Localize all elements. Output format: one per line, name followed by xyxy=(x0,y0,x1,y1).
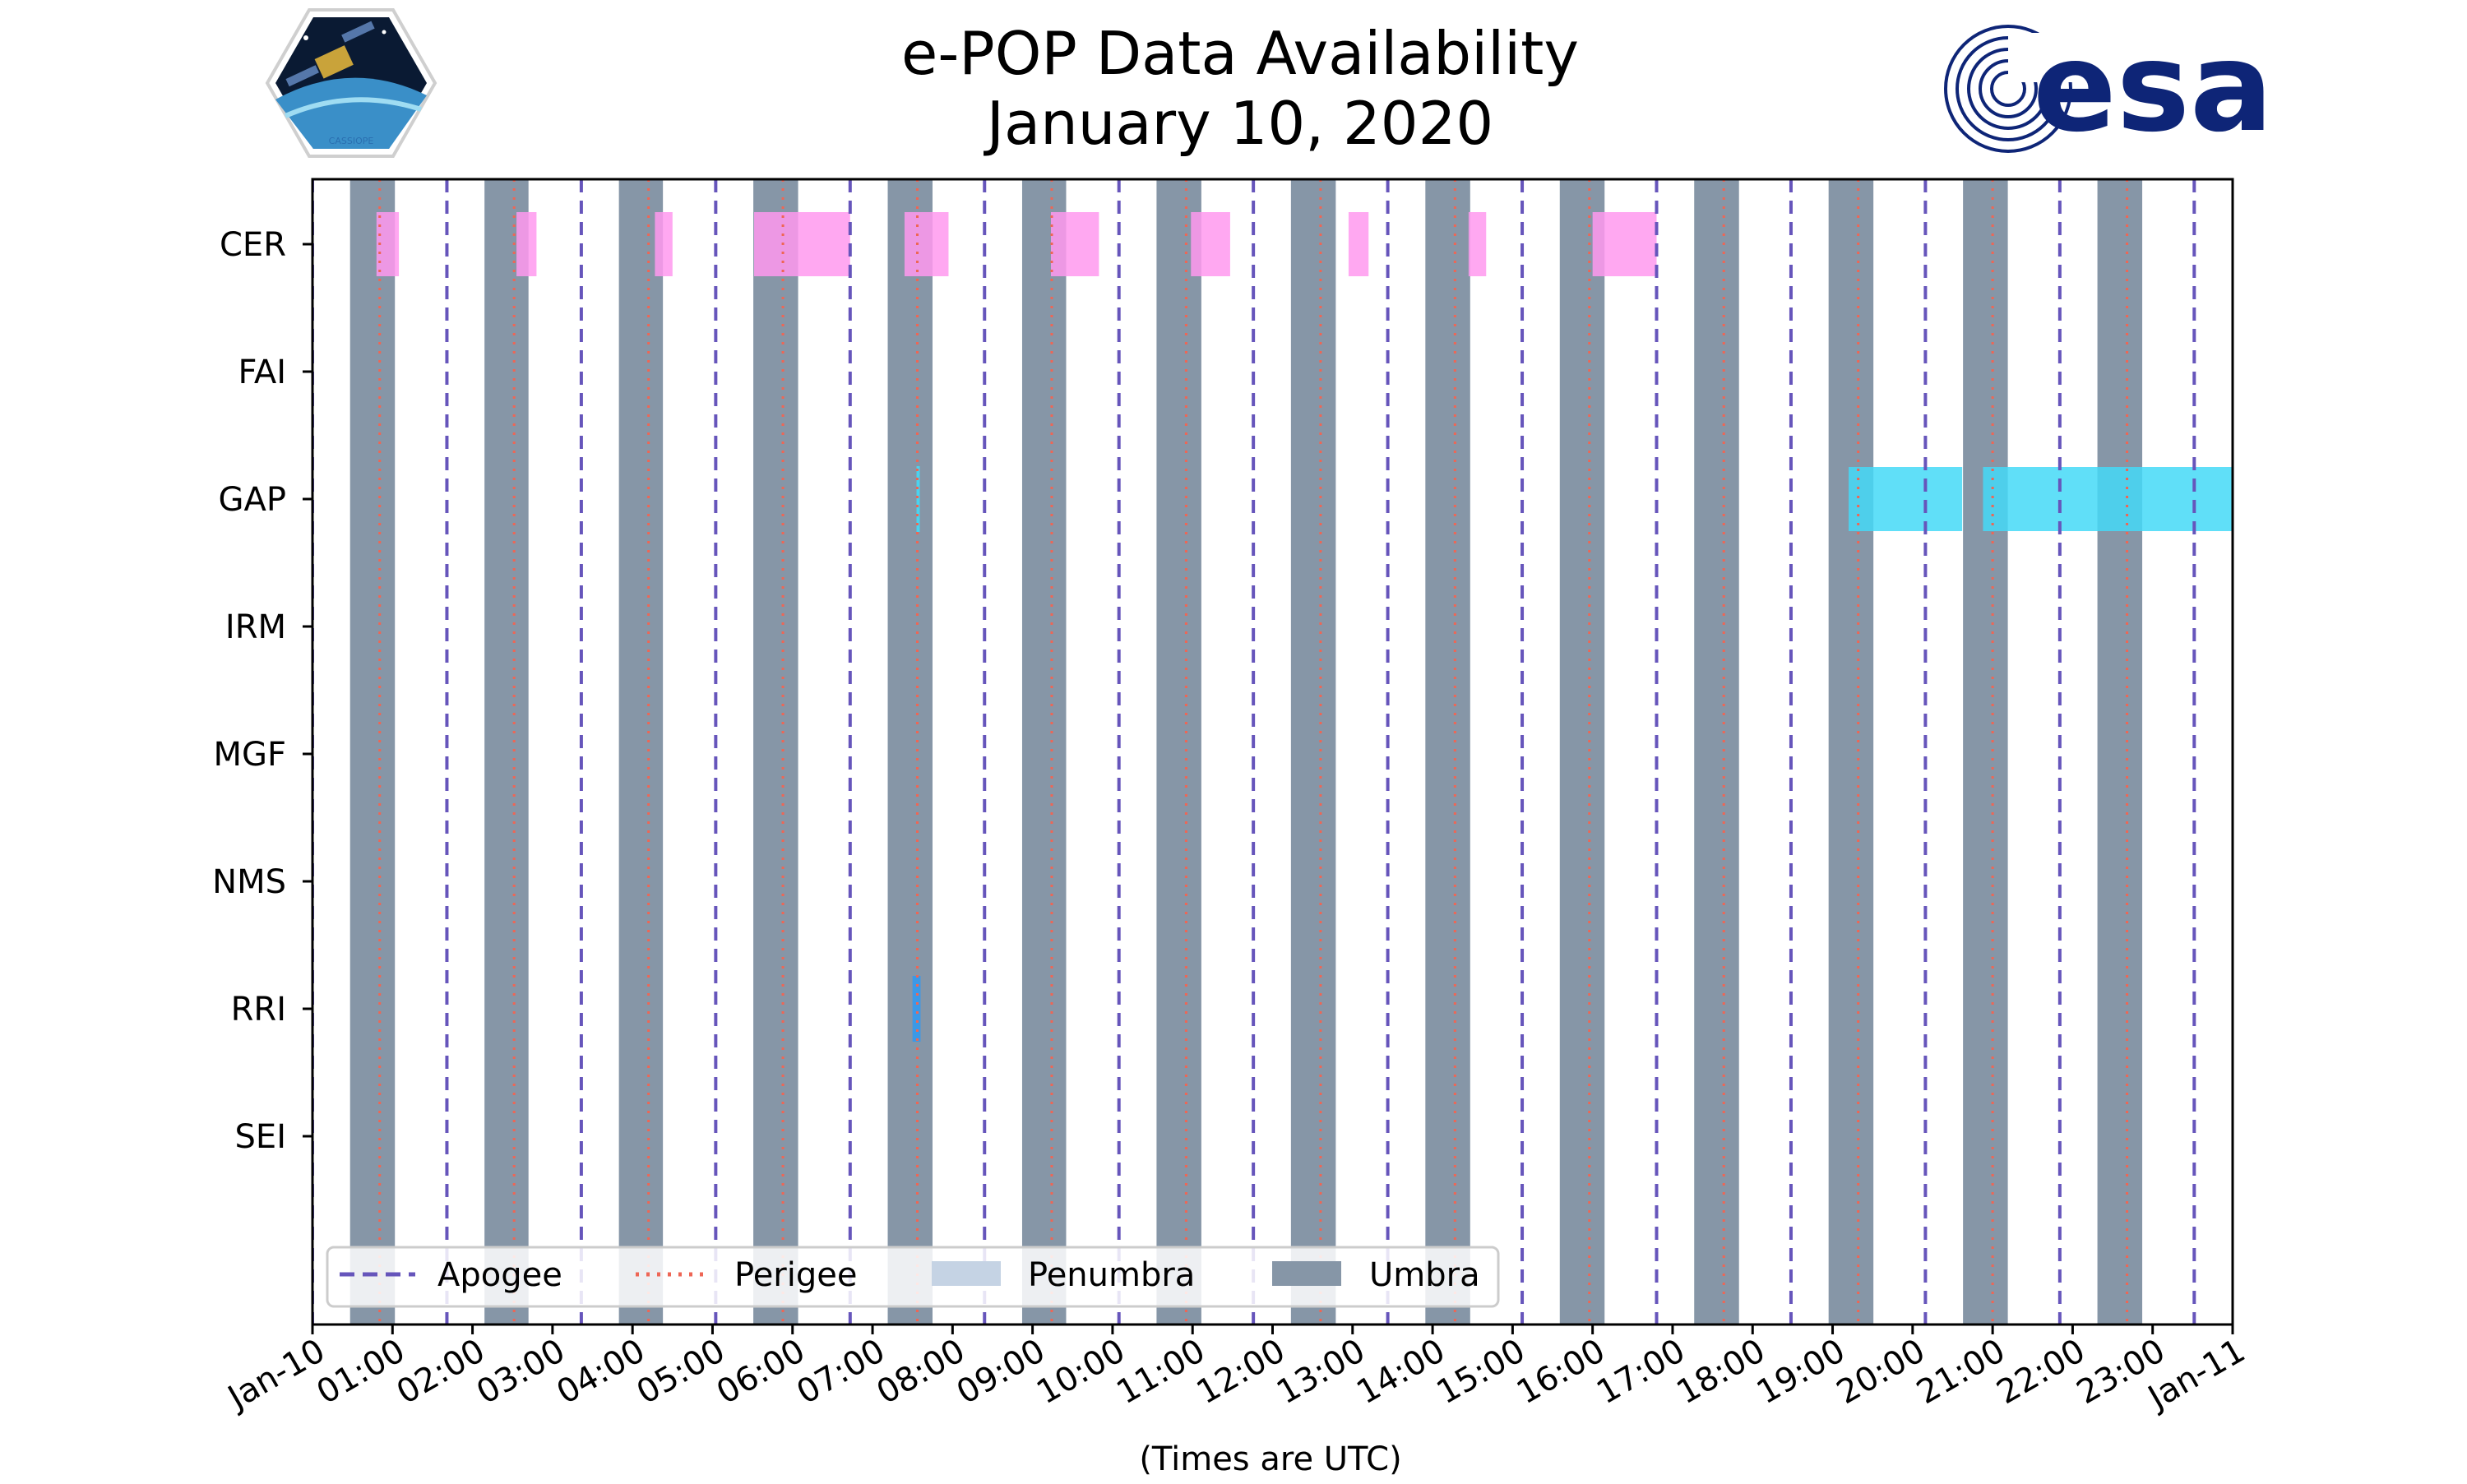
x-tick-label: 05:00 xyxy=(631,1332,732,1412)
availability-bar-gap xyxy=(1849,467,1963,531)
y-tick-label-irm: IRM xyxy=(225,608,286,646)
x-tick-label: 22:00 xyxy=(1991,1332,2092,1412)
availability-bar-cer xyxy=(1348,212,1369,276)
availability-bar-gap xyxy=(1983,467,2233,531)
cassiope-logo-text: CASSIOPE xyxy=(329,136,374,146)
availability-bar-rri xyxy=(912,976,921,1042)
cassiope-logo: CASSIOPE xyxy=(265,8,437,158)
availability-bar-cer xyxy=(516,212,537,276)
y-tick-label-fai: FAI xyxy=(238,354,287,391)
x-tick-label: 02:00 xyxy=(391,1332,492,1412)
umbra-band xyxy=(1425,179,1470,1325)
umbra-band xyxy=(2097,179,2143,1325)
x-tick-label: 07:00 xyxy=(790,1332,891,1412)
availability-bar-cer xyxy=(1592,212,1657,276)
availability-bar-cer xyxy=(1468,212,1487,276)
y-tick-label-mgf: MGF xyxy=(213,736,286,774)
availability-bar-cer xyxy=(1191,212,1230,276)
x-tick-label: 10:00 xyxy=(1030,1332,1132,1412)
chart-title: e-POP Data Availability xyxy=(901,19,1579,88)
y-tick-label-nms: NMS xyxy=(212,863,286,901)
x-tick-label: 16:00 xyxy=(1511,1332,1612,1412)
umbra-band xyxy=(753,179,798,1325)
legend-apogee-label: Apogee xyxy=(437,1256,562,1294)
x-tick-label: 21:00 xyxy=(1910,1332,2011,1412)
x-tick-label: 13:00 xyxy=(1271,1332,1372,1412)
legend: Apogee Perigee Penumbra Umbra xyxy=(326,1246,1500,1308)
esa-logo: esa xyxy=(1944,16,2273,159)
legend-perigee-label: Perigee xyxy=(734,1256,857,1294)
umbra-band xyxy=(1694,179,1739,1325)
legend-penumbra-swatch xyxy=(932,1261,1001,1286)
x-tick-label: 06:00 xyxy=(710,1332,812,1412)
umbra-band xyxy=(1828,179,1874,1325)
x-tick-label: 01:00 xyxy=(310,1332,411,1412)
legend-penumbra-label: Penumbra xyxy=(1028,1256,1195,1294)
plot-frame xyxy=(311,178,2234,1326)
availability-bar-cer xyxy=(655,212,673,276)
umbra-band xyxy=(349,179,396,1325)
y-tick-label-sei: SEI xyxy=(235,1118,286,1156)
umbra-band xyxy=(1559,179,1605,1325)
availability-bar-gap xyxy=(916,466,920,532)
umbra-band xyxy=(484,179,529,1325)
umbra-band xyxy=(887,179,933,1325)
x-tick-label: Jan-10 xyxy=(220,1332,331,1418)
x-tick-label: 09:00 xyxy=(951,1332,1052,1412)
x-tick-label: 18:00 xyxy=(1670,1332,1771,1412)
legend-umbra-swatch xyxy=(1272,1261,1341,1286)
chart-subtitle: January 10, 2020 xyxy=(984,89,1493,158)
umbra-band xyxy=(618,179,664,1325)
x-tick-label: 14:00 xyxy=(1350,1332,1451,1412)
x-tick-label: 03:00 xyxy=(470,1332,572,1412)
x-axis-label: (Times are UTC) xyxy=(1139,1440,1401,1478)
x-tick-label: 19:00 xyxy=(1751,1332,1852,1412)
availability-bar-cer xyxy=(754,212,850,276)
x-tick-label: 12:00 xyxy=(1191,1332,1292,1412)
x-tick-label: 20:00 xyxy=(1831,1332,1932,1412)
legend-box xyxy=(326,1246,1500,1308)
x-tick-label: 17:00 xyxy=(1590,1332,1692,1412)
y-tick-label-rri: RRI xyxy=(231,991,286,1029)
umbra-band xyxy=(1021,179,1067,1325)
x-tick-label: 11:00 xyxy=(1110,1332,1211,1412)
x-tick-label: 04:00 xyxy=(550,1332,651,1412)
availability-bar-cer xyxy=(904,212,949,276)
x-tick-label: 08:00 xyxy=(870,1332,971,1412)
umbra-band xyxy=(1963,179,2008,1325)
availability-bar-cer xyxy=(1051,212,1099,276)
umbra-band xyxy=(1156,179,1201,1325)
esa-logo-text: esa xyxy=(2033,16,2273,159)
legend-umbra-label: Umbra xyxy=(1369,1256,1480,1294)
y-tick-label-gap: GAP xyxy=(219,481,286,519)
x-tick-label: 15:00 xyxy=(1431,1332,1532,1412)
umbra-band xyxy=(1290,179,1336,1325)
y-tick-label-cer: CER xyxy=(220,226,286,264)
